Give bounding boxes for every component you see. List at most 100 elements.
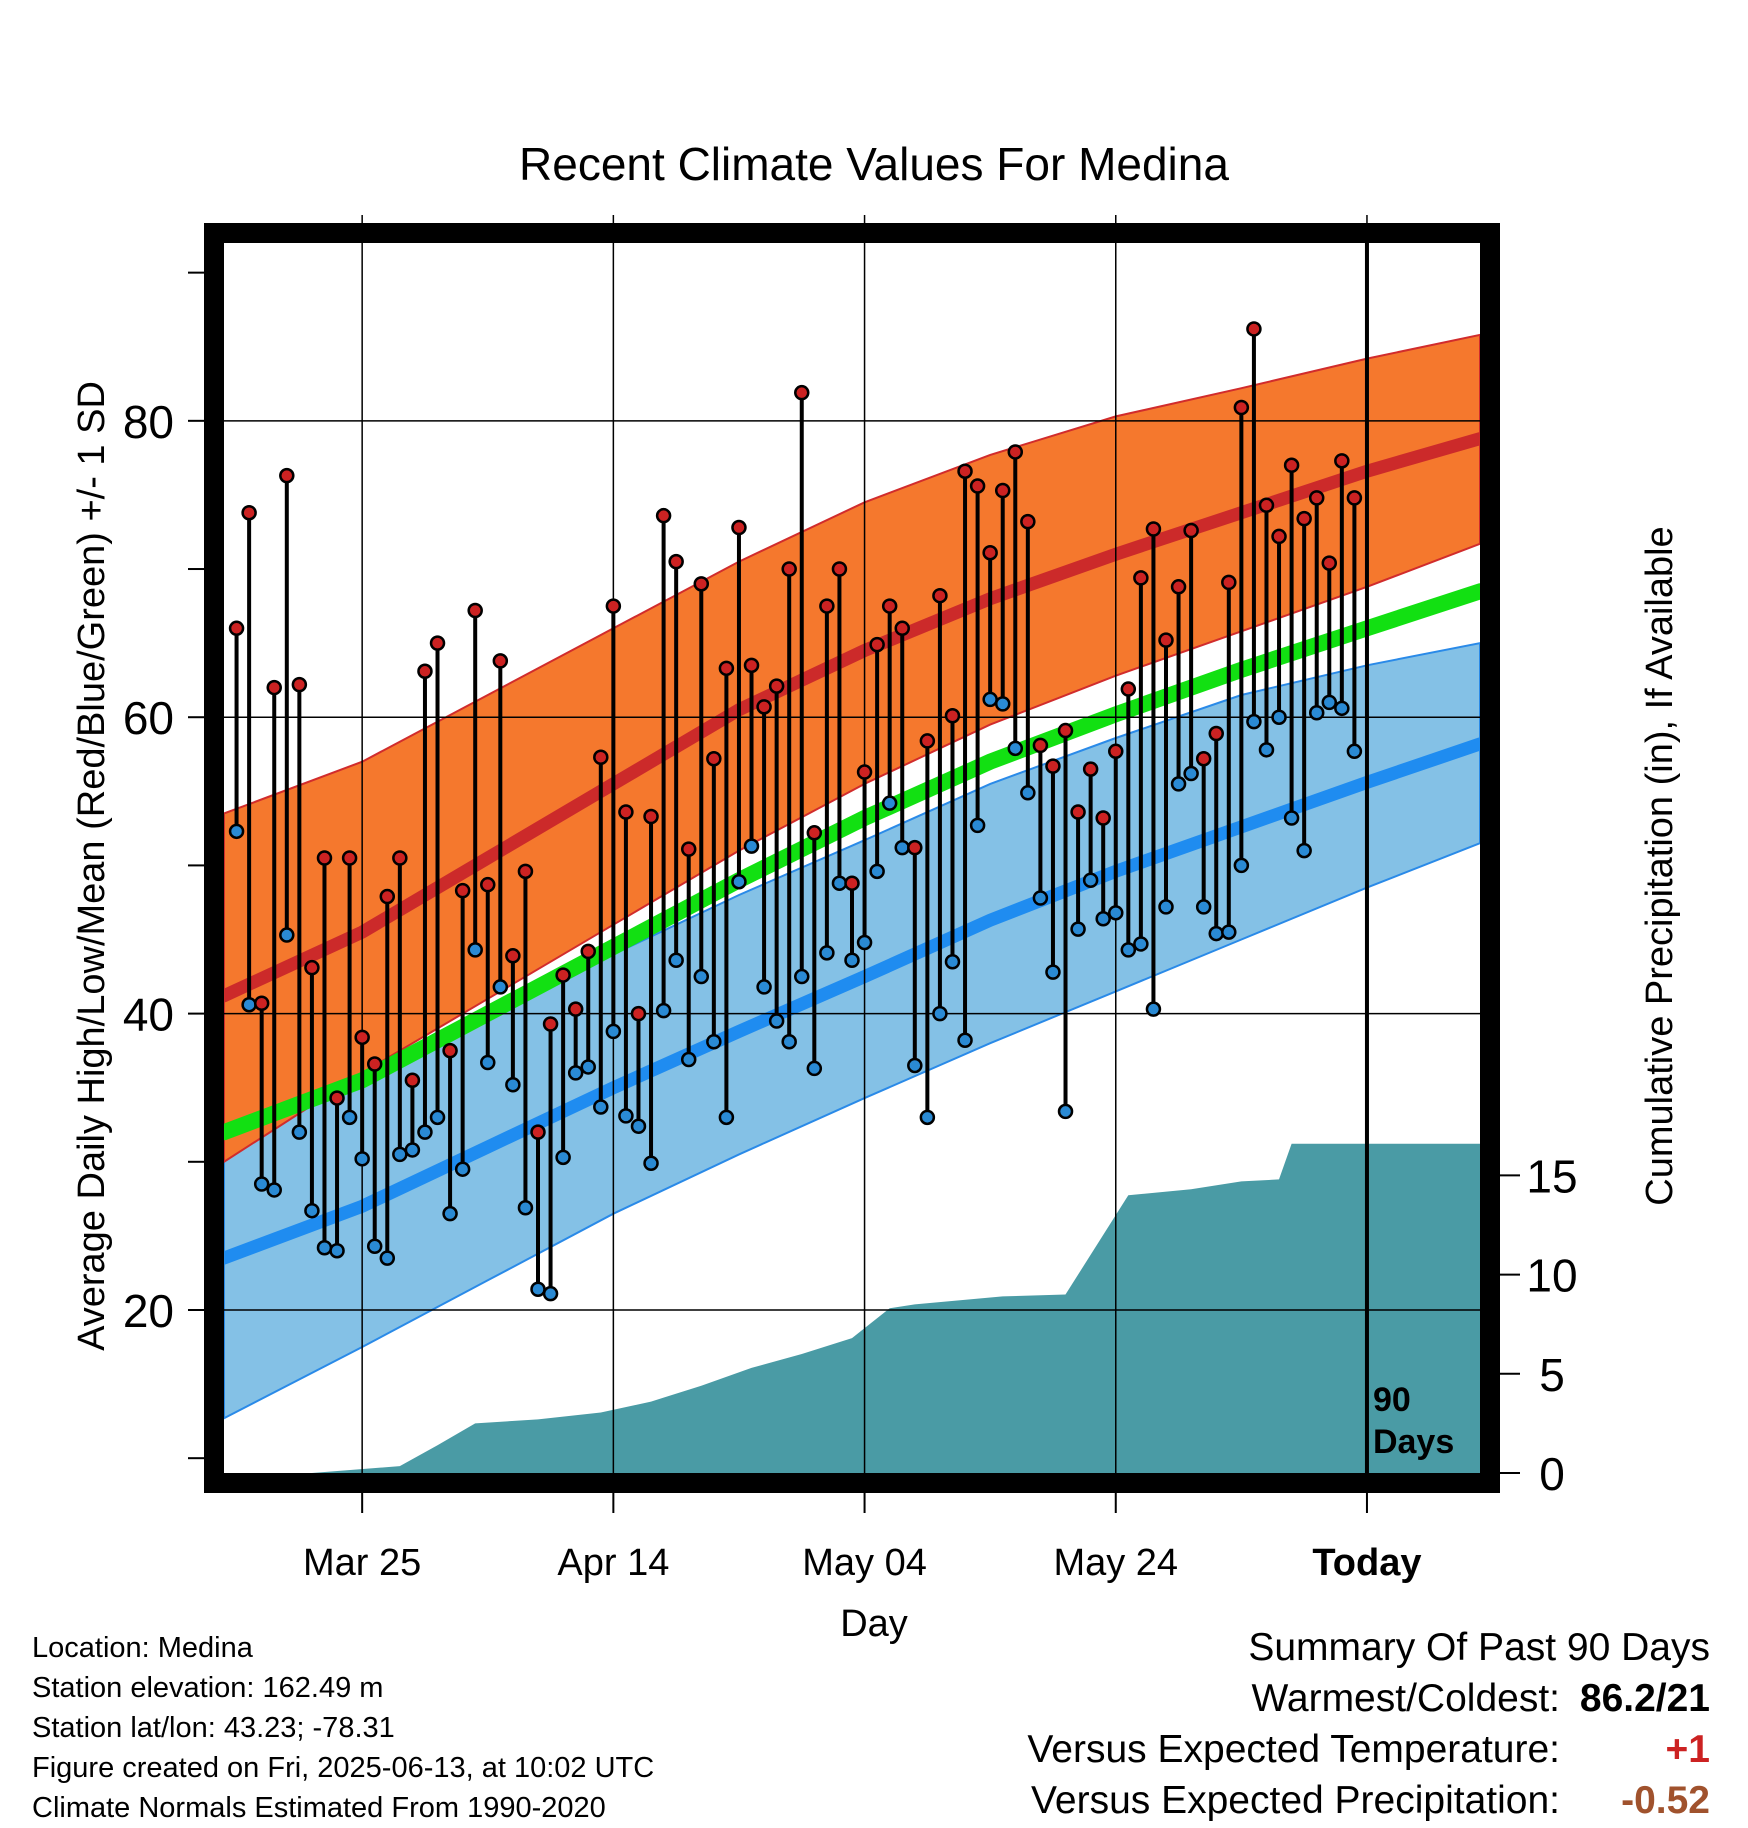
low-point [517, 1199, 534, 1216]
low-point [718, 1109, 735, 1126]
low-point [756, 979, 772, 995]
high-point [680, 841, 697, 857]
low-point [693, 968, 710, 985]
low-point [819, 945, 835, 961]
high-point [605, 598, 622, 614]
high-point [894, 620, 910, 637]
high-point [291, 676, 308, 693]
precipitation-area [224, 1143, 1480, 1473]
high-point [618, 804, 634, 820]
low-point [706, 1034, 722, 1050]
high-point [567, 1001, 584, 1017]
high-point [1032, 737, 1049, 754]
high-point [1082, 761, 1099, 777]
low-point [467, 942, 483, 958]
location-text: Location: Medina [32, 1632, 253, 1664]
low-point [1308, 705, 1325, 721]
low-point [969, 817, 986, 834]
low-point [1195, 899, 1212, 915]
high-point [354, 1029, 370, 1046]
low-point [379, 1250, 396, 1266]
elevation-text: Station elevation: 162.49 m [32, 1672, 384, 1704]
plot-frame [204, 223, 1500, 1493]
today-label-line1: 90 [1373, 1381, 1411, 1419]
high-point [304, 959, 320, 976]
low-point [831, 875, 848, 891]
high-point [517, 863, 534, 880]
high-point [442, 1042, 458, 1059]
low-point [442, 1205, 458, 1222]
high-point [1308, 490, 1325, 506]
high-point [316, 850, 333, 866]
low-point [944, 953, 961, 970]
low-point [630, 1118, 647, 1134]
high-point [379, 888, 396, 905]
low-point [869, 863, 885, 880]
summary-heading: Summary Of Past 90 Days [1248, 1626, 1710, 1669]
x-tick-label: Apr 14 [557, 1542, 669, 1584]
low-point [894, 839, 910, 856]
low-point [781, 1034, 797, 1050]
low-point [668, 952, 684, 969]
low-point [329, 1242, 345, 1259]
high-point [1208, 725, 1224, 742]
precip-label: Versus Expected Precipitation: [1031, 1779, 1560, 1822]
low-point [1334, 700, 1350, 717]
high-point [668, 553, 684, 570]
high-point [1170, 579, 1187, 595]
high-point [994, 482, 1011, 499]
high-point [706, 750, 722, 767]
high-point [856, 764, 873, 780]
normals-source-text: Climate Normals Estimated From 1990-2020 [32, 1792, 606, 1824]
high-point [768, 678, 785, 694]
plot-area: 90 Days 20 40 60 80 0 5 10 15 Mar 25 Apr 14 May 04 Ma… [123, 215, 1578, 1584]
high-point [505, 948, 521, 964]
low-point [429, 1109, 446, 1126]
high-point [881, 598, 898, 614]
today-label-line2: Days [1373, 1423, 1454, 1461]
summary-warmest-row: Warmest/Coldest: 86.2/21 [1027, 1673, 1710, 1724]
low-point [1108, 905, 1124, 921]
x-tick-label: May 24 [1053, 1542, 1178, 1584]
summary-panel: Summary Of Past 90 Days Warmest/Coldest:… [1027, 1622, 1710, 1826]
low-point [1271, 709, 1287, 725]
low-point [1208, 925, 1224, 942]
y-axis-label-left: Average Daily High/Low/Mean (Red/Blue/Gr… [71, 381, 113, 1351]
high-point [228, 620, 245, 637]
temp-label: Versus Expected Temperature: [1027, 1728, 1560, 1771]
low-point [555, 1149, 571, 1166]
high-point [580, 943, 596, 960]
high-point [630, 1005, 647, 1022]
high-point [593, 749, 609, 765]
low-point [291, 1124, 308, 1140]
high-point [1045, 758, 1061, 774]
high-point [831, 561, 848, 577]
low-point [542, 1285, 559, 1302]
latlon-text: Station lat/lon: 43.23; -78.31 [32, 1712, 395, 1744]
low-point [655, 1002, 672, 1019]
high-point [643, 808, 659, 825]
warmest-label: Warmest/Coldest: [1251, 1677, 1560, 1720]
low-point [605, 1023, 622, 1040]
high-point [731, 519, 747, 536]
low-point [680, 1051, 697, 1068]
y-tick-label: 80 [123, 396, 174, 448]
high-point [1133, 570, 1149, 586]
high-point [492, 653, 509, 669]
low-point [919, 1109, 936, 1126]
station-info: Location: Medina Station elevation: 162.… [32, 1628, 654, 1828]
high-point [1120, 681, 1137, 697]
low-point [982, 691, 998, 708]
low-point [1045, 964, 1061, 980]
high-point [932, 587, 948, 604]
low-point [1158, 899, 1174, 915]
high-point [655, 507, 672, 524]
low-point [1020, 785, 1036, 801]
high-point [467, 602, 483, 619]
low-point [404, 1142, 421, 1158]
high-point [781, 561, 797, 577]
high-point [341, 850, 358, 866]
high-point [1334, 453, 1350, 469]
x-tick-label: Mar 25 [303, 1542, 421, 1584]
low-point [241, 996, 257, 1013]
